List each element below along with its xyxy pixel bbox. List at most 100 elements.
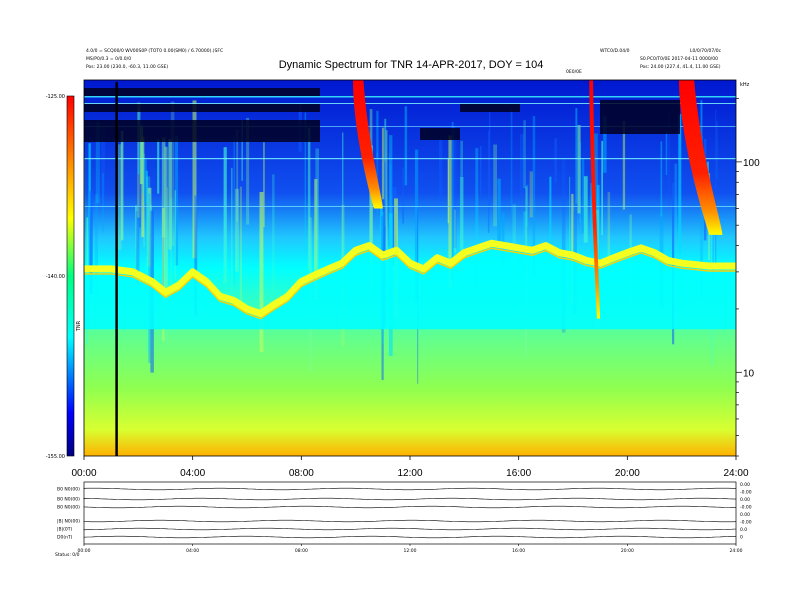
subpanel-x-tick-label: 00:00: [78, 548, 91, 554]
texture-streak: [145, 170, 148, 257]
subpanel-row-label: B0 N0(00): [57, 487, 80, 493]
radio-bursts: [352, 80, 723, 319]
texture-streak: [144, 159, 147, 204]
interference-line: [84, 126, 736, 127]
texture-streak: [501, 212, 505, 266]
texture-streak: [487, 130, 490, 233]
texture-streak: [223, 147, 227, 284]
subpanel-row-label: |B| N0(00): [57, 519, 80, 525]
subpanel-frame: [83, 481, 737, 545]
texture-streak: [194, 195, 198, 316]
texture-streak: [95, 121, 100, 204]
x-axis: 00:00 04:00 08:00 12:00 16:00 20:00 24:00: [71, 456, 749, 479]
texture-streak: [161, 137, 166, 238]
texture-streak: [137, 102, 141, 218]
subpanel-x-tick-label: 16:00: [512, 548, 525, 554]
texture-streak: [376, 110, 379, 158]
texture-streak: [715, 110, 717, 266]
subpanel-scale-value: -0.00: [740, 490, 752, 496]
subpanel-rows: B0 N0(00) B0 N0(00) B0 N0(00) |B| N0(00) |B|…: [57, 482, 752, 541]
texture-streak: [594, 133, 598, 267]
interference-line: [84, 103, 736, 104]
texture-streak: [712, 207, 714, 280]
subpanel-trace: [83, 505, 737, 509]
texture-streak: [480, 146, 482, 199]
subpanel-scale-value: -0.00: [740, 505, 752, 511]
texture-streak: [135, 205, 138, 328]
texture-streak: [263, 142, 265, 228]
header-left-line1: 4.0/0 = SCQ00/0 WV00S0P (TOT0 0.00(SM0) …: [86, 48, 223, 54]
texture-streak: [475, 148, 479, 295]
subpanel-row-label: D0(nT): [57, 535, 73, 541]
y-tick-label: 10: [743, 368, 755, 379]
texture-streak: [239, 186, 242, 316]
subpanel-row-label: |B|(0T): [57, 527, 72, 533]
subpanel-trace: [83, 527, 737, 531]
texture-streak: [523, 211, 527, 278]
texture-streak: [497, 178, 501, 246]
texture-streak: [512, 204, 516, 277]
x-tick-label: 24:00: [723, 468, 748, 479]
texture-streak: [120, 130, 124, 241]
texture-streak: [168, 139, 172, 250]
texture-streak: [192, 100, 197, 259]
texture-streak: [549, 176, 552, 255]
texture-streak: [459, 177, 464, 278]
texture-streak: [569, 176, 571, 295]
subpanel-scale-value: 0.0: [740, 527, 747, 533]
texture-streak: [447, 158, 449, 224]
texture-streak: [142, 142, 144, 194]
texture-streak: [141, 136, 145, 238]
texture-streak: [135, 211, 140, 285]
texture-streak: [414, 149, 419, 302]
texture-streak: [241, 120, 243, 181]
interference-line: [84, 158, 736, 160]
texture-streak: [577, 125, 581, 214]
subpanel-x-tick-label: 12:00: [404, 548, 417, 554]
header-mid-label: 0E0/0E: [566, 69, 582, 75]
x-tick-label: 04:00: [180, 468, 205, 479]
y-tick-label: 100: [743, 158, 760, 169]
dark-interference-bands: [84, 88, 680, 142]
texture-streak: [389, 135, 393, 309]
texture-streak: [388, 152, 390, 246]
texture-streak: [603, 116, 607, 173]
emission-ridge-fill: [84, 247, 736, 330]
texture-streak: [554, 138, 557, 183]
texture-streak: [439, 139, 443, 202]
texture-streak: [246, 117, 250, 225]
header-right-top2: L0/0/70/07/0c: [690, 48, 722, 54]
texture-streak: [532, 116, 536, 276]
chart-title: Dynamic Spectrum for TNR 14-APR-2017, DO…: [279, 59, 544, 71]
subpanel-scale-value: 0: [740, 535, 743, 541]
subpanel-scale-value: 0.00: [740, 512, 750, 518]
texture-streak: [174, 190, 176, 279]
colorbar: [66, 95, 75, 457]
header-left-line2: MS/P0/0.3 = 0/0.0/0: [86, 56, 131, 62]
texture-streak: [385, 130, 388, 280]
magnetometer-subpanel: B0 N0(00) B0 N0(00) B0 N0(00) |B| N0(00) |B|…: [55, 481, 752, 558]
texture-streak: [402, 167, 404, 224]
texture-streak: [382, 203, 386, 259]
texture-streak: [561, 159, 566, 333]
texture-streak: [381, 127, 385, 200]
texture-streak: [607, 192, 611, 265]
emission-ridge-edge: [84, 247, 736, 320]
texture-streak: [601, 140, 603, 236]
texture-streak: [231, 167, 233, 294]
dark-band: [84, 120, 320, 142]
dark-band: [460, 104, 520, 112]
colorbar-tick-top: -125.00: [46, 94, 65, 100]
texture-streak: [84, 158, 86, 263]
texture-streak: [382, 162, 386, 327]
texture-streak: [493, 144, 497, 227]
header-right-line2: S0.PC0/T0/0E 2017-04-11 0000/00: [640, 56, 718, 62]
texture-streak: [581, 159, 585, 233]
x-tick-label: 20:00: [615, 468, 640, 479]
dark-band: [600, 100, 680, 134]
colorbar-label: TNR: [76, 320, 82, 332]
texture-streak: [579, 142, 581, 224]
texture-streak: [162, 207, 165, 341]
texture-streak: [272, 174, 275, 291]
texture-streak: [526, 184, 529, 227]
